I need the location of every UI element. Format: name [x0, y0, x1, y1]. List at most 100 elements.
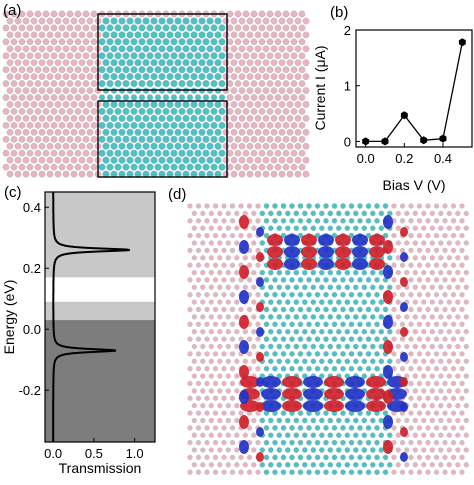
atom: [344, 343, 351, 350]
atom: [357, 306, 363, 313]
atom: [130, 135, 138, 143]
atom: [246, 128, 254, 136]
atom: [429, 299, 435, 305]
atom: [54, 45, 62, 53]
atom: [106, 52, 114, 60]
atom: [272, 365, 278, 372]
atom: [166, 73, 174, 81]
atom: [98, 52, 106, 60]
atom: [114, 52, 122, 60]
atom: [106, 80, 114, 88]
atom: [408, 351, 414, 357]
atom: [286, 73, 294, 80]
atom: [298, 135, 306, 143]
atom: [38, 128, 46, 136]
atom: [314, 425, 321, 431]
atom: [421, 417, 427, 424]
atom: [361, 284, 368, 291]
atom: [26, 80, 34, 87]
atom: [382, 232, 389, 239]
atom: [272, 277, 278, 283]
atom: [280, 321, 287, 328]
atom: [425, 425, 431, 431]
atom: [294, 59, 302, 67]
atom: [433, 380, 440, 387]
atom: [433, 321, 440, 327]
atom: [280, 336, 287, 342]
atom: [98, 66, 106, 74]
atom: [206, 156, 214, 164]
atom: [82, 80, 90, 87]
atom: [138, 94, 146, 101]
atom: [208, 388, 214, 394]
atom: [26, 108, 34, 115]
atom: [272, 351, 278, 357]
orbital-lobe-negative: [303, 400, 323, 412]
atom: [272, 336, 278, 342]
orbital-lobe-positive: [383, 340, 393, 354]
atom: [266, 38, 274, 46]
atom: [310, 447, 317, 453]
atom: [370, 299, 376, 305]
atom: [274, 163, 282, 171]
atom: [204, 380, 210, 387]
atom: [191, 329, 197, 335]
atom: [463, 284, 469, 290]
atom: [126, 156, 134, 164]
atom: [70, 170, 78, 178]
atom: [412, 432, 418, 438]
atom: [280, 232, 287, 239]
atom: [212, 262, 219, 268]
atom: [374, 454, 380, 461]
atom: [225, 225, 231, 231]
atom: [234, 388, 240, 394]
atom: [42, 94, 50, 101]
atom: [62, 142, 70, 150]
atom: [370, 328, 376, 335]
atom: [276, 314, 283, 320]
atom: [234, 240, 240, 246]
atom: [297, 232, 304, 239]
atom: [282, 149, 290, 157]
atom: [446, 284, 452, 290]
atom: [280, 291, 287, 298]
atom: [365, 469, 372, 475]
atom: [455, 284, 461, 290]
atom: [138, 38, 146, 46]
atom: [158, 17, 166, 25]
atom: [200, 210, 206, 216]
atom: [150, 128, 158, 136]
atom: [217, 388, 223, 394]
atom: [455, 343, 461, 350]
atom: [246, 115, 254, 122]
atom: [268, 328, 274, 335]
atom: [90, 80, 98, 87]
atom: [174, 73, 182, 81]
atom: [126, 59, 134, 67]
atom: [278, 156, 286, 164]
atom: [186, 80, 194, 88]
atom: [18, 66, 26, 74]
atom: [194, 135, 202, 143]
atom: [204, 203, 210, 209]
orbital-lobe-negative: [284, 246, 300, 258]
atom: [166, 128, 174, 136]
atom: [212, 321, 219, 327]
atom: [86, 128, 94, 136]
atom: [138, 66, 146, 74]
orbital-lobe-positive: [256, 352, 264, 362]
atom: [217, 417, 223, 424]
atom: [230, 142, 238, 150]
atom: [353, 343, 359, 350]
atom: [70, 156, 78, 164]
atom: [289, 336, 295, 342]
atom: [433, 306, 440, 313]
atom: [210, 24, 218, 32]
atom: [365, 232, 372, 239]
orbital-lobe-positive: [335, 258, 351, 270]
atom: [442, 218, 448, 224]
atom: [268, 432, 274, 438]
atom: [433, 247, 440, 253]
atom: [62, 45, 70, 53]
atom: [344, 462, 351, 468]
